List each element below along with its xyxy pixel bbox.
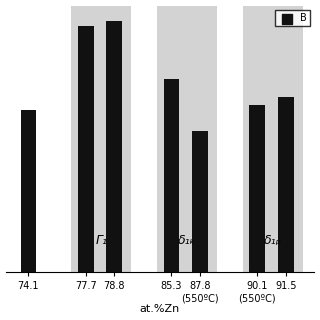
Bar [106, 21, 122, 272]
Bar [249, 105, 265, 272]
Bar [78, 27, 93, 272]
Point [255, 136, 260, 141]
X-axis label: at.%Zn: at.%Zn [140, 304, 180, 315]
Bar [20, 110, 36, 272]
Legend: B: B [275, 11, 309, 26]
Text: δ₁ₖ: δ₁ₖ [178, 234, 196, 247]
Bar [192, 131, 208, 272]
Text: Γ₁: Γ₁ [95, 234, 108, 247]
Bar [164, 79, 179, 272]
Bar [243, 5, 303, 272]
Bar [157, 5, 217, 272]
Point [83, 144, 88, 149]
Bar [278, 97, 294, 272]
Text: δ₁ₚ: δ₁ₚ [264, 234, 282, 247]
Bar [71, 5, 132, 272]
